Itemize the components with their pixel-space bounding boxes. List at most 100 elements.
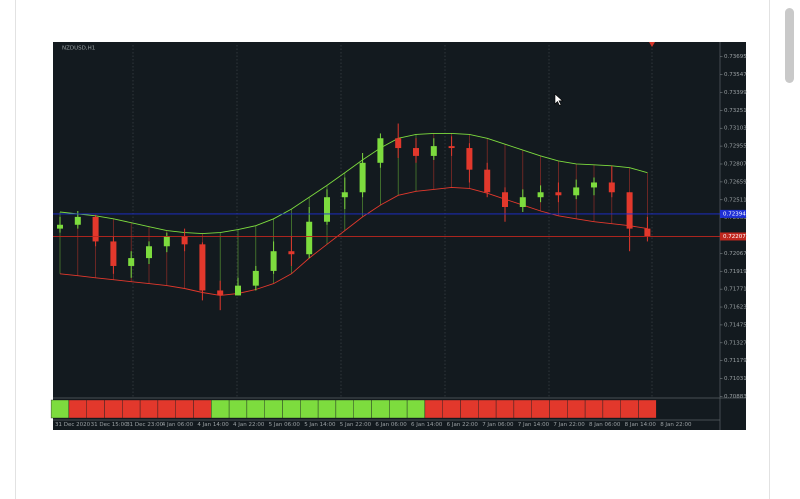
- candle-body: [519, 197, 526, 208]
- candle-body: [92, 216, 99, 242]
- y-tick-label: 0.72807: [724, 161, 747, 167]
- y-tick-label: 0.71623: [724, 305, 747, 311]
- candle-body: [217, 290, 224, 296]
- x-tick-label: 4 Jan 22:00: [233, 422, 265, 428]
- price-label-bg: [720, 232, 746, 241]
- x-tick-label: 8 Jan 14:00: [625, 422, 657, 428]
- y-tick-label: 0.73251: [724, 108, 747, 114]
- candle-body: [430, 146, 437, 156]
- y-tick-label: 0.71327: [724, 340, 747, 346]
- signal-bar: [495, 399, 515, 419]
- y-tick-label: 0.71475: [724, 322, 747, 328]
- scrollbar[interactable]: [785, 8, 794, 83]
- signal-bar: [175, 399, 194, 419]
- candle-body: [448, 146, 455, 149]
- candle-body: [413, 148, 419, 156]
- signal-bar: [584, 399, 604, 419]
- y-tick-label: 0.72067: [724, 251, 747, 257]
- x-tick-label: 7 Jan 14:00: [518, 422, 550, 428]
- signal-bar: [68, 399, 87, 419]
- candle-body: [163, 236, 170, 247]
- candle-body: [252, 270, 259, 286]
- candle-body: [484, 169, 491, 193]
- candle-body: [324, 197, 330, 222]
- signal-bar: [442, 399, 461, 419]
- candle-body: [57, 224, 63, 229]
- candle-body: [110, 241, 117, 266]
- signal-bar: [50, 399, 70, 419]
- y-tick-label: 0.73103: [724, 126, 747, 132]
- signal-bar: [602, 399, 621, 419]
- x-tick-label: 31 Dec 23:00: [126, 422, 163, 428]
- y-tick-label: 0.72659: [724, 179, 747, 185]
- signal-bar: [567, 399, 586, 419]
- x-tick-label: 5 Jan 22:00: [340, 422, 372, 428]
- signal-bar: [335, 399, 354, 419]
- y-tick-label: 0.71919: [724, 269, 747, 275]
- signal-bar: [282, 399, 301, 419]
- x-tick-label: 31 Dec 2020: [55, 422, 91, 428]
- signal-bar: [317, 399, 337, 419]
- signal-bar: [193, 399, 212, 419]
- price-label-bg: [720, 209, 746, 218]
- x-tick-label: 4 Jan 14:00: [197, 422, 229, 428]
- signal-bar: [371, 399, 390, 419]
- y-tick-label: 0.73695: [724, 54, 747, 60]
- y-tick-label: 0.72363: [724, 215, 747, 221]
- period-marker: [649, 42, 655, 47]
- signal-bar: [406, 399, 426, 419]
- chart-title: NZDUSD,H1: [62, 46, 95, 52]
- signal-bar: [104, 399, 123, 419]
- x-tick-label: 8 Jan 06:00: [589, 422, 621, 428]
- candle-body: [395, 138, 402, 149]
- signal-bar: [549, 399, 568, 419]
- candle-body: [555, 192, 562, 196]
- x-tick-label: 6 Jan 06:00: [375, 422, 407, 428]
- candle-body: [270, 251, 277, 271]
- signal-bar: [513, 399, 532, 419]
- candle-body: [74, 216, 81, 225]
- candle-body: [377, 138, 384, 163]
- x-tick-label: 5 Jan 06:00: [269, 422, 301, 428]
- candle-body: [466, 148, 473, 170]
- signal-bar: [211, 399, 230, 419]
- y-tick-label: 0.72955: [724, 144, 747, 150]
- x-tick-label: 6 Jan 14:00: [411, 422, 443, 428]
- signal-bar: [139, 399, 159, 419]
- candle-body: [591, 182, 597, 188]
- signal-bar: [460, 399, 479, 419]
- signal-bar: [389, 399, 408, 419]
- candle-body: [146, 246, 152, 259]
- signal-bar: [228, 399, 248, 419]
- band-lower: [59, 186, 648, 296]
- candle-body: [341, 192, 348, 198]
- candle-body: [181, 236, 188, 245]
- page-frame: [15, 0, 770, 499]
- candle-body: [128, 258, 135, 266]
- band-upper: [59, 132, 648, 235]
- y-tick-label: 0.73547: [724, 72, 747, 78]
- signal-bar: [424, 399, 443, 419]
- x-tick-label: 5 Jan 14:00: [304, 422, 336, 428]
- mouse-cursor: [554, 93, 564, 106]
- candle-body: [235, 285, 241, 296]
- signal-bar: [531, 399, 550, 419]
- y-tick-label: 0.70883: [724, 394, 747, 400]
- y-tick-label: 0.71031: [724, 376, 747, 382]
- candle-body: [502, 192, 508, 208]
- x-tick-label: 8 Jan 22:00: [660, 422, 692, 428]
- x-tick-label: 4 Jan 06:00: [162, 422, 194, 428]
- x-tick-label: 6 Jan 22:00: [447, 422, 479, 428]
- candle-body: [537, 192, 544, 198]
- candle-body: [288, 251, 295, 255]
- candle-body: [199, 244, 206, 291]
- signal-bar: [246, 399, 265, 419]
- x-tick-label: 7 Jan 22:00: [553, 422, 585, 428]
- signal-bar: [620, 399, 639, 419]
- signal-bar: [122, 399, 141, 419]
- day-separators: [132, 45, 653, 398]
- price-label: 0.72394: [723, 211, 746, 217]
- y-tick-label: 0.71179: [724, 358, 747, 364]
